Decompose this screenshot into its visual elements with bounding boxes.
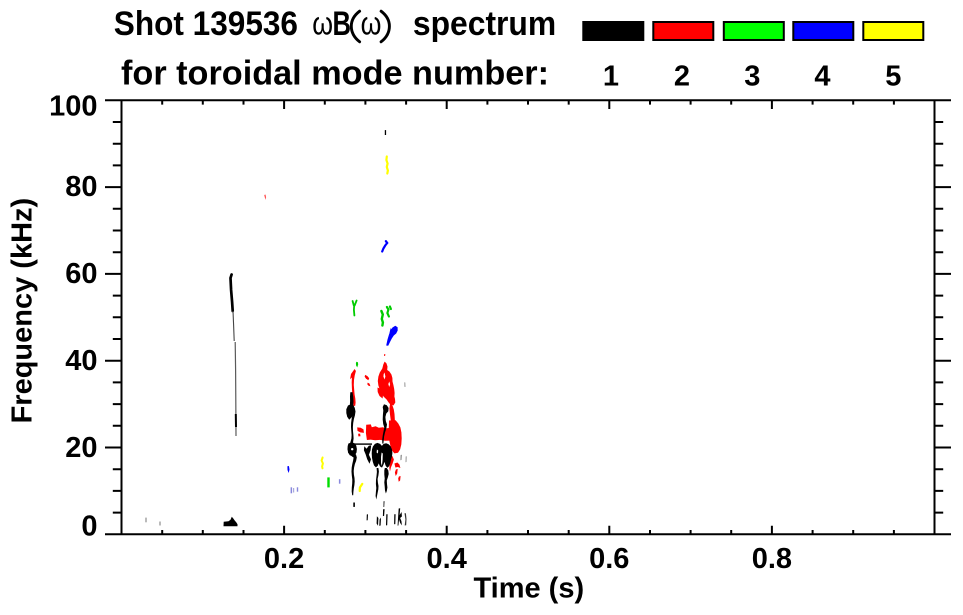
svg-text:1: 1 xyxy=(603,60,619,92)
svg-text:20: 20 xyxy=(65,432,97,464)
svg-text:for toroidal mode number:: for toroidal mode number: xyxy=(121,55,549,93)
svg-text:Frequency (kHz): Frequency (kHz) xyxy=(7,198,39,424)
svg-text:0.2: 0.2 xyxy=(264,543,304,575)
svg-text:0.8: 0.8 xyxy=(752,543,792,575)
svg-text:0.4: 0.4 xyxy=(427,543,467,575)
svg-text:0.6: 0.6 xyxy=(589,543,629,575)
svg-text:spectrum: spectrum xyxy=(413,5,556,43)
svg-text:40: 40 xyxy=(65,345,97,377)
svg-text:2: 2 xyxy=(674,60,690,92)
svg-text:ω: ω xyxy=(361,6,382,42)
svg-text:Shot 139536: Shot 139536 xyxy=(114,5,298,43)
svg-text:3: 3 xyxy=(744,60,760,92)
svg-text:80: 80 xyxy=(65,171,97,203)
svg-text:0: 0 xyxy=(81,510,97,542)
svg-text:100: 100 xyxy=(49,91,97,123)
svg-text:5: 5 xyxy=(885,60,901,92)
svg-text:Time (s): Time (s) xyxy=(473,572,584,604)
svg-text:4: 4 xyxy=(814,60,830,92)
svg-text:B: B xyxy=(333,5,352,43)
svg-text:ω: ω xyxy=(312,6,333,42)
svg-text:60: 60 xyxy=(65,258,97,290)
